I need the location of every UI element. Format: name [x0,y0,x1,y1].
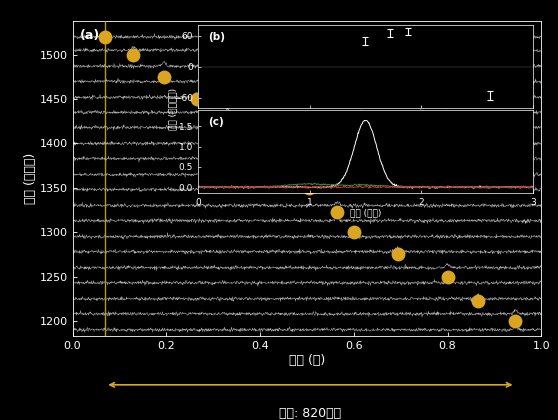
Text: 延迟: 820毫秒: 延迟: 820毫秒 [280,407,341,420]
Point [333,208,342,215]
Point [160,74,169,80]
Text: 流量 (任意单位): 流量 (任意单位) [169,88,177,130]
Point [223,121,232,127]
Text: (b): (b) [208,32,225,42]
Y-axis label: 频率 (兆赫兹): 频率 (兆赫兹) [24,153,37,204]
Point [305,184,314,191]
Point [101,34,110,40]
Point [349,229,358,236]
Point [129,51,138,58]
Text: (c): (c) [208,117,224,127]
Point [253,140,262,147]
X-axis label: 时间 (毫秒): 时间 (毫秒) [350,208,381,218]
Point [193,96,201,102]
Point [474,297,483,304]
Point [281,162,290,169]
Point [511,318,520,324]
Text: (a): (a) [80,29,100,42]
Point [394,251,403,258]
X-axis label: 时间 (秒): 时间 (秒) [289,354,325,367]
Point [443,273,452,280]
